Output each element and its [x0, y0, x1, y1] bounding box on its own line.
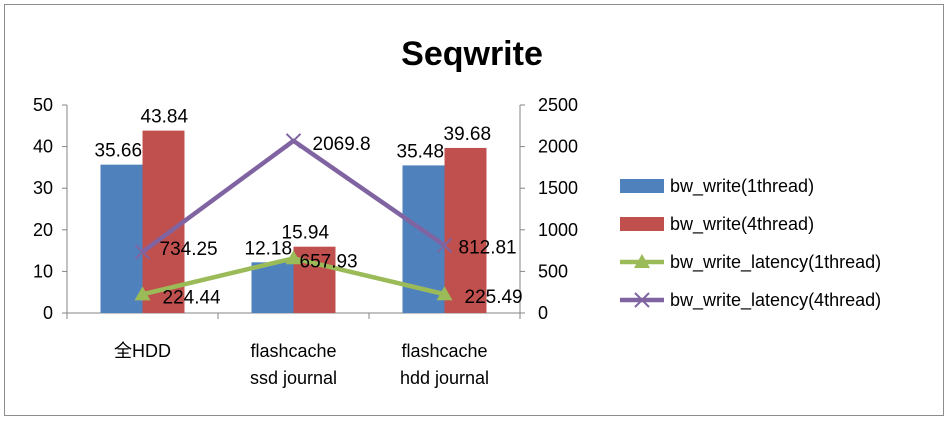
legend-item: bw_write_latency(4thread) — [620, 290, 881, 311]
legend-swatch — [620, 217, 664, 231]
y-left-tick-label: 20 — [33, 220, 53, 240]
legend-label: bw_write_latency(1thread) — [670, 252, 881, 273]
bar-bw_write(1thread) — [100, 164, 143, 313]
data-label-bw_write_latency(4thread): 2069.8 — [313, 134, 371, 155]
marker-x-bw_write_latency(4thread) — [285, 133, 302, 149]
marker-x-bw_write_latency(4thread) — [436, 237, 453, 254]
legend-item: bw_write(4thread) — [620, 214, 814, 235]
y-right-tick-label: 2000 — [538, 137, 578, 157]
legend-label: bw_write(4thread) — [670, 214, 814, 235]
chart-title: Seqwrite — [401, 35, 543, 73]
legend: bw_write(1thread) bw_write(4thread) bw_wri… — [620, 176, 881, 311]
y-right-tick-label: 1000 — [538, 220, 578, 240]
data-label-bw_write_latency(1thread): 657.93 — [300, 251, 358, 272]
data-label-bw_write_latency(1thread): 225.49 — [465, 287, 523, 308]
marker-triangle-bw_write_latency(1thread) — [134, 286, 151, 301]
data-label-bw_write(1thread): 12.18 — [245, 238, 293, 259]
legend-marker — [634, 254, 650, 268]
legend-swatch — [620, 179, 664, 193]
data-label-bw_write(1thread): 35.48 — [397, 141, 445, 162]
y-left-tick-label: 30 — [33, 178, 53, 198]
bar-bw_write(1thread) — [251, 262, 294, 313]
data-label-bw_write_latency(1thread): 224.44 — [163, 287, 222, 308]
data-label-bw_write(1thread): 35.66 — [95, 141, 143, 162]
y-left-tick-label: 50 — [33, 95, 53, 115]
marker-triangle-bw_write_latency(1thread) — [285, 250, 302, 265]
marker-x-bw_write_latency(4thread) — [134, 244, 151, 260]
data-label-bw_write_latency(4thread): 734.25 — [160, 239, 218, 260]
bar-bw_write(4thread) — [444, 147, 487, 313]
y-right-tick-label: 2500 — [538, 95, 578, 115]
y-right-tick-label: 500 — [538, 261, 568, 281]
y-right-tick-label: 1500 — [538, 178, 578, 198]
legend-marker — [634, 292, 650, 308]
legend-item: bw_write(1thread) — [620, 176, 814, 197]
marker-triangle-bw_write_latency(1thread) — [436, 286, 453, 301]
y-right-tick-label: 0 — [538, 303, 548, 323]
data-label-bw_write(4thread): 43.84 — [141, 107, 189, 128]
legend-label: bw_write_latency(4thread) — [670, 290, 881, 311]
x-category-label: flashcache — [401, 341, 487, 361]
y-left-tick-label: 0 — [43, 303, 53, 323]
data-label-bw_write(4thread): 39.68 — [444, 124, 492, 145]
data-label-bw_write(4thread): 15.94 — [282, 223, 330, 244]
y-left-tick-label: 10 — [33, 261, 53, 281]
x-category-label: flashcache — [250, 341, 336, 361]
bar-bw_write(4thread) — [142, 130, 185, 313]
legend-item: bw_write_latency(1thread) — [620, 252, 881, 273]
y-left-tick-label: 40 — [33, 137, 53, 157]
data-label-bw_write_latency(4thread): 812.81 — [459, 237, 517, 258]
x-category-label: hdd journal — [400, 368, 489, 388]
x-category-label: ssd journal — [250, 368, 337, 388]
x-category-label: 全HDD — [114, 341, 171, 361]
legend-label: bw_write(1thread) — [670, 176, 814, 197]
